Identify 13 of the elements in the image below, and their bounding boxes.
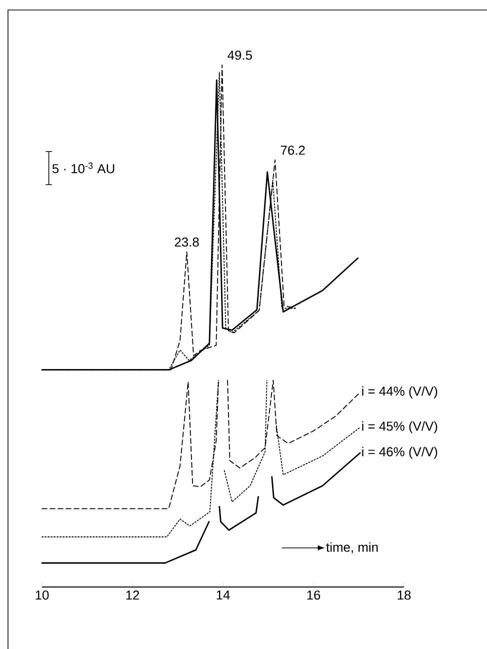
series-label: i = 45% (V/V) <box>362 421 438 434</box>
x-axis-title: time, min <box>326 542 378 554</box>
series-label: i = 44% (V/V) <box>362 386 438 398</box>
x-tick-label: 14 <box>216 590 230 600</box>
series-label: i = 46% (V/V) <box>362 446 438 459</box>
x-tick-label: 12 <box>126 590 140 600</box>
annotation: 23.8 <box>174 238 199 247</box>
x-tick-label: 16 <box>307 590 320 600</box>
x-tick-label: 18 <box>398 590 411 600</box>
annotation: 76.2 <box>280 146 305 155</box>
annotation: 49.5 <box>228 50 252 60</box>
annotation: 5 · 10$^{-3}$ AU <box>52 162 114 174</box>
x-tick-label: 10 <box>36 590 49 600</box>
